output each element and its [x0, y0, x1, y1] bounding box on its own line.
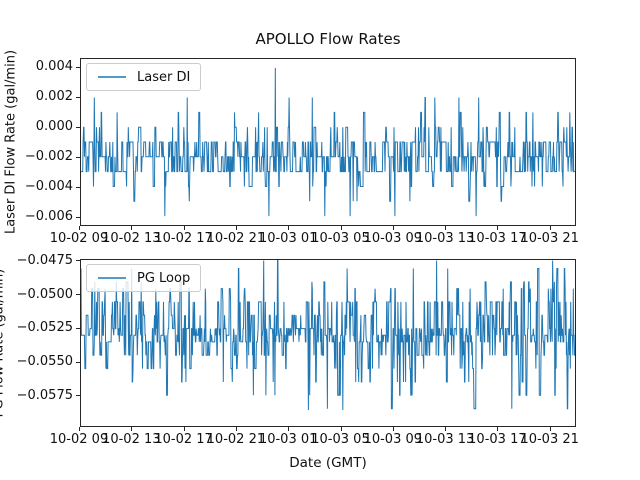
x-tick-label: 10-03 05 — [311, 432, 370, 447]
y-tick-label: −0.0500 — [16, 286, 73, 302]
x-tick-mark — [79, 427, 80, 431]
x-tick-mark — [392, 427, 394, 431]
x-tick-mark — [79, 226, 80, 230]
x-tick-mark — [497, 427, 499, 431]
x-tick-mark — [445, 226, 447, 230]
x-tick-mark — [340, 226, 342, 230]
chart-title: APOLLO Flow Rates — [255, 30, 401, 48]
y-axis-label-laser-di: Laser DI Flow Rate (gal/min) — [3, 49, 19, 235]
x-tick-label: 10-02 09 — [49, 231, 109, 246]
x-tick-label: 10-02 21 — [206, 432, 266, 447]
x-tick-label: 10-03 01 — [258, 231, 318, 246]
x-tick-mark — [235, 226, 237, 230]
x-tick-label: 10-03 21 — [520, 231, 579, 246]
x-tick-mark — [549, 427, 551, 431]
y-tick-mark — [76, 96, 80, 98]
laser-di-series-line — [81, 67, 575, 217]
y-tick-mark — [76, 260, 80, 262]
y-tick-label: −0.0575 — [16, 387, 73, 403]
y-tick-mark — [76, 327, 80, 329]
x-tick-mark — [131, 427, 133, 431]
x-axis-label: Date (GMT) — [289, 455, 367, 471]
legend-label-laser-di: Laser DI — [137, 69, 191, 85]
x-tick-label: 10-02 17 — [154, 432, 213, 447]
y-tick-mark — [76, 126, 80, 128]
y-tick-mark — [76, 395, 80, 397]
x-tick-mark — [549, 226, 551, 230]
x-tick-mark — [235, 427, 237, 431]
legend-pg-loop: PG Loop — [86, 264, 202, 292]
x-tick-mark — [392, 226, 394, 230]
y-tick-mark — [76, 216, 80, 218]
legend-label-pg-loop: PG Loop — [137, 270, 191, 286]
y-axis-label-pg-loop: PG Flow Rate (gal/min) — [0, 268, 7, 418]
x-tick-label: 10-02 13 — [102, 432, 161, 447]
x-tick-mark — [497, 226, 499, 230]
y-tick-label: −0.0475 — [16, 252, 73, 268]
y-tick-label: −0.0525 — [16, 320, 73, 336]
y-tick-label: 0.000 — [35, 119, 73, 134]
y-tick-label: −0.002 — [24, 149, 73, 164]
legend-line-icon — [98, 277, 126, 279]
y-tick-mark — [76, 186, 80, 188]
laser-di-series-plot — [81, 67, 575, 217]
x-tick-label: 10-02 21 — [206, 231, 266, 246]
x-tick-label: 10-02 13 — [102, 231, 161, 246]
x-tick-label: 10-02 09 — [49, 432, 109, 447]
x-tick-mark — [340, 427, 342, 431]
x-tick-label: 10-03 01 — [258, 432, 318, 447]
x-tick-label: 10-03 21 — [520, 432, 579, 447]
x-tick-label: 10-03 13 — [415, 231, 475, 246]
y-tick-label: 0.004 — [35, 59, 73, 74]
y-tick-mark — [76, 294, 80, 296]
x-tick-mark — [445, 427, 447, 431]
pg-loop-series-line — [81, 260, 575, 411]
x-tick-label: 10-02 17 — [154, 231, 213, 246]
y-tick-label: −0.0550 — [16, 354, 73, 370]
x-tick-mark — [183, 226, 185, 230]
legend-laser-di: Laser DI — [86, 63, 202, 91]
x-tick-label: 10-03 05 — [311, 231, 370, 246]
x-tick-label: 10-03 17 — [468, 432, 527, 447]
x-tick-label: 10-03 09 — [363, 231, 423, 246]
axes-laser-di: Laser DI — [80, 58, 576, 226]
y-tick-mark — [76, 361, 80, 363]
x-tick-mark — [288, 427, 290, 431]
y-tick-label: −0.004 — [24, 179, 73, 194]
x-tick-label: 10-03 17 — [468, 231, 527, 246]
y-tick-label: 0.002 — [35, 89, 73, 104]
y-tick-label: −0.006 — [24, 209, 73, 224]
x-tick-mark — [288, 226, 290, 230]
x-tick-label: 10-03 09 — [363, 432, 423, 447]
x-tick-mark — [131, 226, 133, 230]
pg-loop-series-plot — [81, 260, 575, 411]
y-tick-mark — [76, 156, 80, 158]
y-tick-mark — [76, 66, 80, 68]
x-tick-label: 10-03 13 — [415, 432, 475, 447]
axes-pg-loop: PG Loop — [80, 259, 576, 427]
x-tick-mark — [183, 427, 185, 431]
legend-line-icon — [98, 76, 126, 78]
